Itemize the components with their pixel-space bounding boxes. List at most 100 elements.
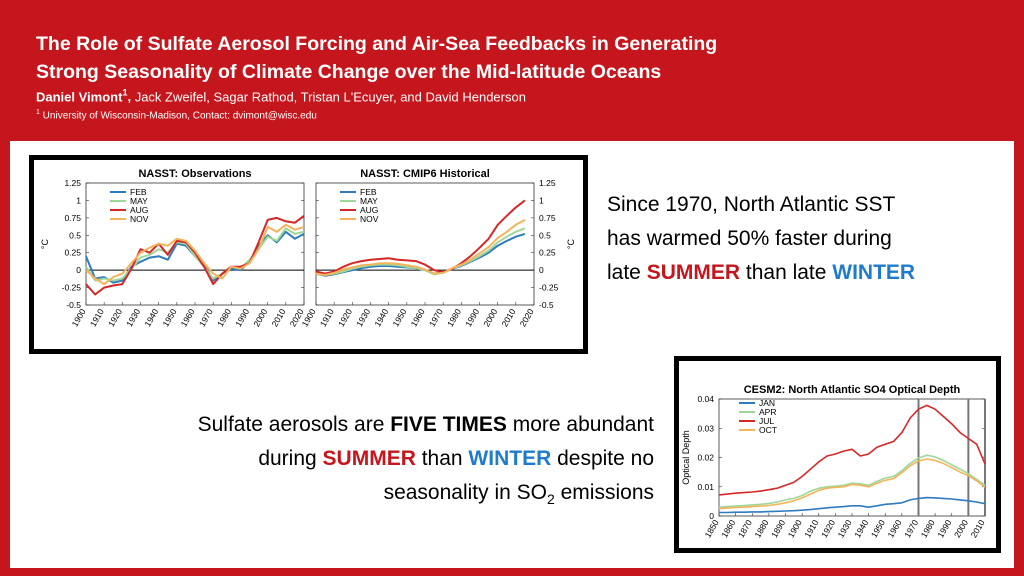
legend-label-feb: FEB [360,187,377,197]
legend-label-may: MAY [130,196,148,206]
series-line-nov [85,223,305,286]
legend-label-nov: NOV [130,214,149,224]
aerosol-line-1-post: more abundant [506,413,654,436]
y-tick-label: 0.75 [64,213,81,223]
x-tick-label: 2010 [499,307,517,329]
y-tick-label: 0.5 [69,230,81,240]
x-tick-label: 1920 [819,518,837,540]
x-tick-label: 1950 [390,307,408,329]
series-line-oct [718,458,986,510]
x-tick-label: 2020 [518,307,536,329]
aerosol-line-3-post: emissions [554,481,654,504]
series-line-may [315,227,526,276]
warming-line-3: late SUMMER than late WINTER [607,256,915,290]
y-tick-label: 0.01 [697,482,714,492]
series-line-may [85,227,305,282]
x-tick-label: 1910 [318,307,336,329]
x-tick-label: 1940 [852,518,870,540]
x-tick-label: 1900 [70,307,88,329]
affiliation-text: University of Wisconsin-Madison, Contact… [39,110,317,122]
coauthors: Jack Zweifel, Sagar Rathod, Tristan L'Ec… [131,89,526,105]
y-tick-label: 0.25 [64,248,81,258]
y-axis-label: Optical Depth [681,430,691,485]
affiliation: 1 University of Wisconsin-Madison, Conta… [36,109,317,121]
x-tick-label: 1970 [902,518,920,540]
x-tick-label: 1900 [300,307,318,329]
x-tick-label: 1900 [786,518,804,540]
aerosol-line-1: Sulfate aerosols are FIVE TIMES more abu… [88,408,654,442]
x-tick-label: 2000 [251,307,269,329]
x-tick-label: 2010 [969,518,987,540]
y-axis-label: °C [566,238,576,249]
chart-cmip6: NASST: CMIP6 Historical 1.25 1 0.75 0.5 0.25 0… [300,168,576,328]
x-tick-label: 1960 [179,307,197,329]
legend-label-feb: FEB [130,187,147,197]
five-times-highlight: FIVE TIMES [390,413,507,436]
x-tick-label: 1930 [354,307,372,329]
chart-so4: CESM2: North Atlantic SO4 Optical Depth 0… [681,384,987,539]
y-tick-label: 0.03 [697,423,714,433]
x-tick-label: 1880 [752,518,770,540]
x-tick-label: 1940 [142,307,160,329]
x-tick-label: 1850 [703,518,721,540]
legend-label-aug: AUG [360,205,378,215]
y-tick-label: 1.25 [539,178,556,188]
warming-statement: Since 1970, North Atlantic SST has warme… [607,188,915,290]
poster-title: The Role of Sulfate Aerosol Forcing and … [36,30,717,86]
x-tick-label: 2000 [952,518,970,540]
y-tick-label: -0.5 [66,300,81,310]
y-tick-label: -0.25 [62,283,82,293]
x-tick-label: 1940 [372,307,390,329]
warming-line-2: has warmed 50% faster during [607,227,892,250]
chart-title: CESM2: North Atlantic SO4 Optical Depth [744,384,961,396]
so4-figure: CESM2: North Atlantic SO4 Optical Depth 0… [674,356,1001,553]
aerosol-statement: Sulfate aerosols are FIVE TIMES more abu… [88,408,654,516]
y-tick-label: 0.75 [539,213,556,223]
x-tick-label: 1950 [160,307,178,329]
series-line-apr [718,454,986,508]
aerosol-line-2-post: despite no [551,447,654,470]
series-line-nov [315,219,526,276]
legend-label-oct: OCT [759,425,777,435]
x-tick-label: 1960 [409,307,427,329]
chart-title: NASST: CMIP6 Historical [360,168,490,180]
y-tick-label: 0 [539,265,544,275]
aerosol-line-3: seasonality in SO2 emissions [88,476,654,516]
x-tick-label: 1870 [736,518,754,540]
nasst-figure: NASST: Observations 1.25 1 0.75 0.5 0.25 0 -0.2… [29,155,588,354]
warming-line-1: Since 1970, North Atlantic SST [607,193,896,216]
x-tick-label: 1990 [463,307,481,329]
x-tick-label: 1950 [869,518,887,540]
winter-highlight-2: WINTER [468,447,552,470]
y-tick-label: 1 [76,195,81,205]
x-tick-label: 1860 [719,518,737,540]
lead-author-superscript: 1 [122,88,128,98]
aerosol-line-1-pre: Sulfate aerosols are [197,413,391,436]
x-tick-label: 2010 [269,307,287,329]
x-tick-label: 1910 [802,518,820,540]
series-line-aug [315,199,526,275]
y-tick-label: 1 [539,195,544,205]
so2-subscript: 2 [547,491,555,508]
y-tick-label: 1.25 [64,178,81,188]
summer-highlight: SUMMER [646,261,741,284]
series-line-jan [719,496,986,514]
x-tick-label: 1970 [427,307,445,329]
y-tick-label: -0.25 [539,283,559,293]
x-tick-label: 1980 [215,307,233,329]
aerosol-line-2-mid: than [415,447,469,470]
y-tick-label: 0.5 [539,230,551,240]
poster-header: The Role of Sulfate Aerosol Forcing and … [0,0,1024,136]
warming-line-3-pre: late [607,261,647,284]
y-axis-label: °C [40,238,50,249]
legend-label-jul: JUL [759,416,774,426]
legend-label-aug: AUG [130,205,148,215]
nasst-figure-svg: NASST: Observations 1.25 1 0.75 0.5 0.25 0 -0.2… [40,168,576,329]
legend-label-apr: APR [759,407,776,417]
x-tick-label: 1930 [124,307,142,329]
x-tick-label: 2000 [481,307,499,329]
y-tick-label: 0.02 [697,453,714,463]
so4-figure-svg: CESM2: North Atlantic SO4 Optical Depth 0… [681,384,987,539]
